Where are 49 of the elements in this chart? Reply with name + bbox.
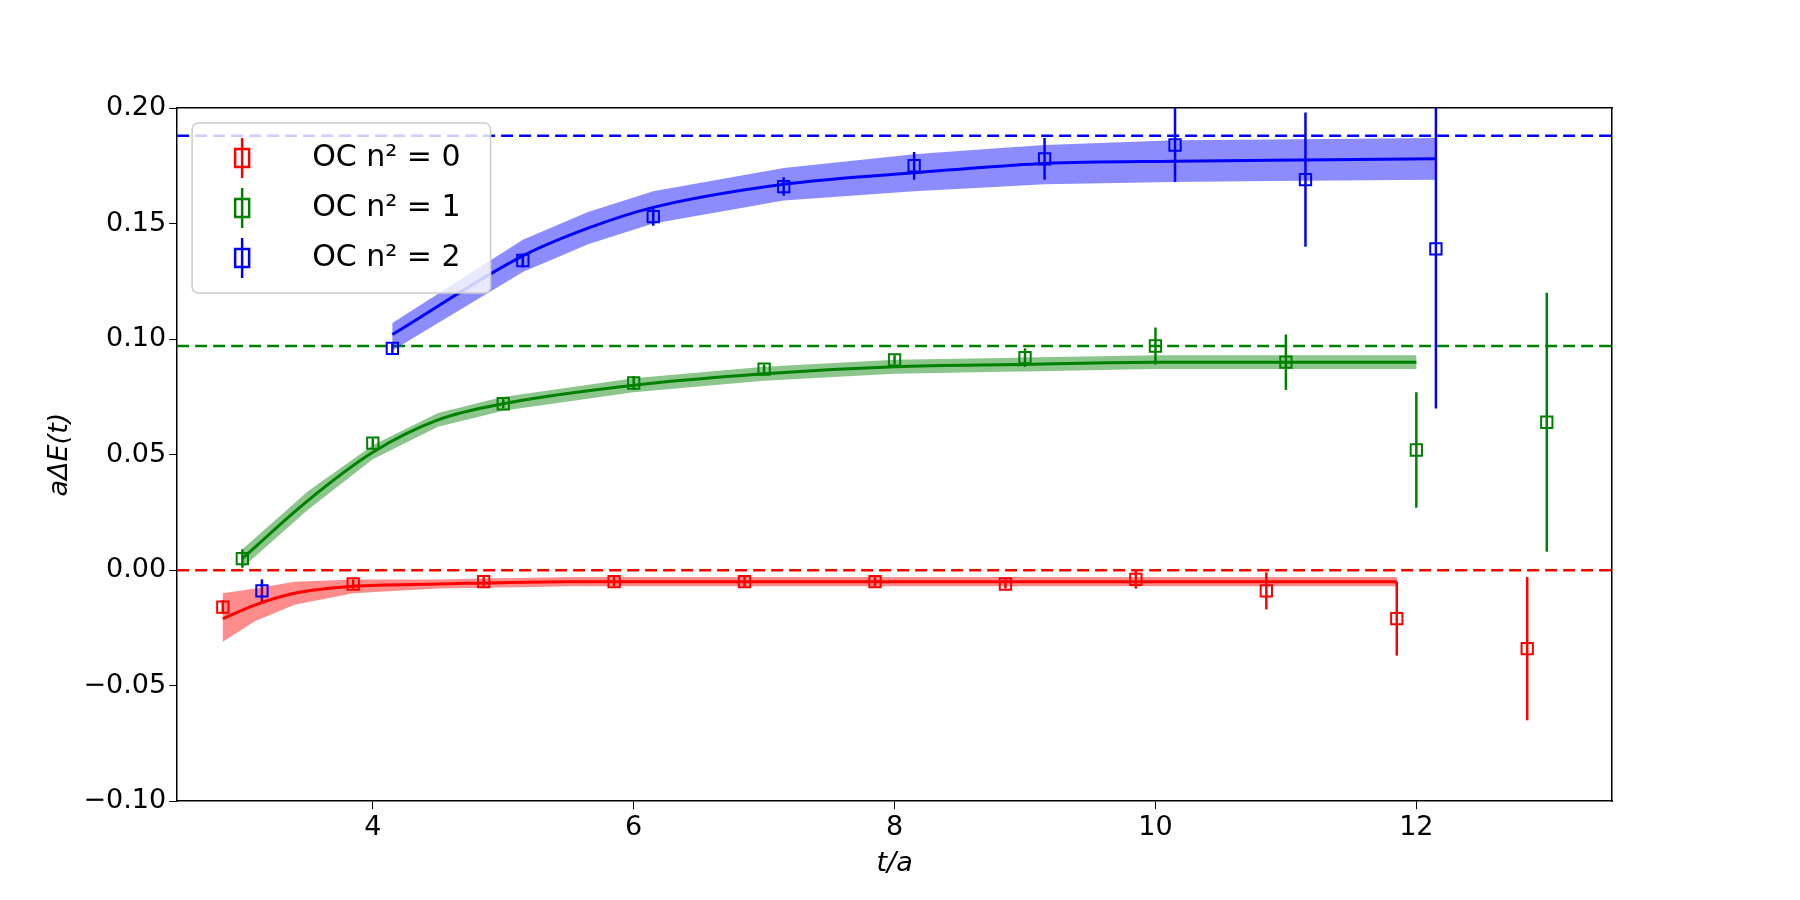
point	[607, 575, 621, 589]
y-axis-title: aΔE(t)	[42, 412, 74, 497]
point	[998, 577, 1013, 591]
point	[346, 577, 360, 591]
x-tick-label: 4	[364, 810, 382, 842]
x-axis-title: t/a	[876, 845, 913, 877]
point	[737, 575, 752, 589]
legend-label: OC n² = 0	[312, 137, 461, 173]
point	[255, 584, 269, 598]
point	[385, 341, 400, 355]
x-tick-label: 12	[1399, 810, 1434, 842]
point	[496, 397, 510, 411]
x-tick-label: 8	[885, 810, 904, 842]
legend-label: OC n² = 2	[312, 237, 461, 273]
point	[1298, 172, 1313, 187]
legend-label: OC n² = 1	[312, 187, 461, 223]
point	[235, 551, 250, 566]
x-tick-label: 6	[625, 810, 643, 842]
point	[1168, 138, 1182, 152]
y-tick-label: 0.05	[106, 436, 167, 468]
point	[1148, 339, 1163, 353]
point	[757, 362, 771, 376]
point	[627, 376, 641, 390]
x-tick-label: 10	[1138, 810, 1173, 842]
y-tick-label: 0.20	[106, 90, 167, 122]
point	[477, 575, 491, 589]
point	[1390, 612, 1404, 626]
y-tick-label: −0.05	[83, 667, 167, 699]
point	[1129, 572, 1143, 587]
point	[777, 179, 791, 194]
point	[1540, 415, 1554, 429]
point	[1259, 584, 1273, 598]
point	[1409, 443, 1423, 457]
y-tick-label: −0.10	[83, 783, 167, 815]
y-tick-label: 0.00	[106, 552, 167, 584]
point	[366, 436, 380, 450]
point	[1520, 642, 1534, 656]
point	[1018, 350, 1032, 365]
y-tick-label: 0.10	[106, 321, 167, 353]
point	[516, 253, 530, 268]
y-tick-label: 0.15	[106, 205, 167, 237]
point	[868, 575, 882, 589]
point	[1037, 152, 1052, 166]
point	[907, 159, 921, 173]
point	[1279, 355, 1293, 369]
point	[216, 600, 230, 614]
point	[1429, 242, 1443, 256]
point	[887, 353, 902, 367]
point	[646, 209, 660, 224]
